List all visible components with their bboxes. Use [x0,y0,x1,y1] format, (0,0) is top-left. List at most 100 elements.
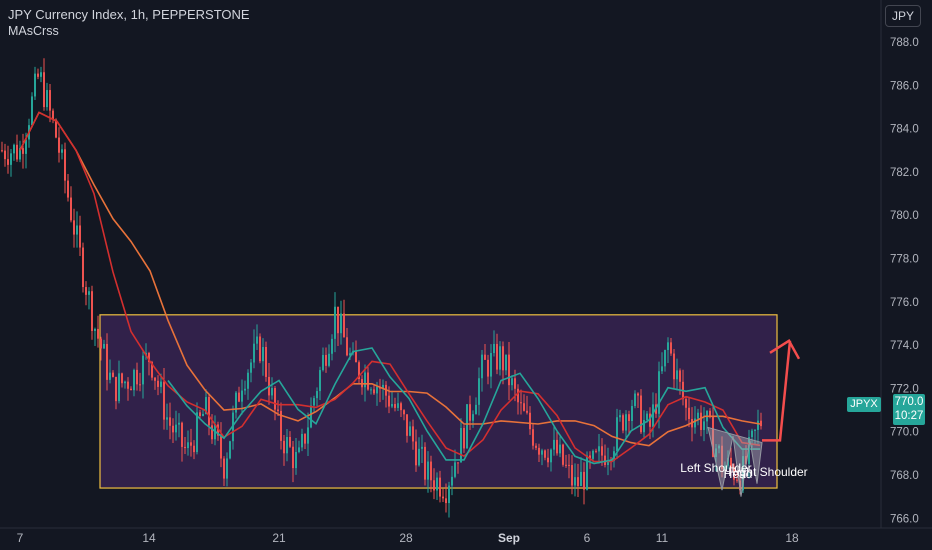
candle-body [616,417,618,451]
candle-body [298,447,300,452]
pattern-label: Right Shoulder [728,465,807,479]
candle-body [76,225,78,234]
candle-body [133,370,135,390]
candle-body [628,414,630,421]
candle-body [670,342,672,353]
candle-body [220,436,222,459]
candle-body [367,372,369,389]
candle-body [562,445,564,465]
candle-body [172,426,174,433]
candle-body [238,393,240,402]
candle-body [502,346,504,370]
candle-body [211,425,213,439]
candle-body [409,426,411,435]
candle-body [286,437,288,453]
candle-body [289,437,291,447]
y-tick-label: 786.0 [890,80,919,92]
candle-body [412,426,414,441]
candle-body [319,370,321,391]
candle-body [109,373,111,380]
chart-title: JPY Currency Index, 1h, PEPPERSTONE [8,7,250,22]
candle-body [538,448,540,455]
candle-body [499,346,501,369]
candle-body [400,403,402,410]
candle-body [373,389,375,393]
candle-body [547,458,549,463]
candle-body [118,373,120,401]
candle-body [163,382,165,420]
candle-body [661,366,663,371]
candle-body [184,447,186,448]
candle-body [454,462,456,476]
candle-body [22,148,24,154]
candle-body [577,477,579,486]
x-tick-label: 14 [142,531,156,545]
x-tick-label: 21 [272,531,286,545]
candle-body [31,96,33,125]
candle-body [436,478,438,491]
candle-body [58,138,60,153]
candle-body [64,149,66,180]
candle-body [331,339,333,354]
y-tick-label: 782.0 [890,167,919,179]
candle-body [16,145,18,160]
candle-body [79,225,81,247]
candle-body [115,377,117,401]
candle-body [430,462,432,481]
candle-body [535,446,537,448]
candle-body [370,389,372,390]
candle-body [154,378,156,381]
candle-body [301,434,303,447]
candle-body [751,431,753,437]
candle-body [343,314,345,338]
candle-body [397,403,399,408]
candle-body [403,410,405,414]
candle-body [451,477,453,486]
currency-button[interactable]: JPY [885,5,921,27]
candle-body [190,442,192,445]
indicator-label[interactable]: MAsCrss [8,24,59,38]
x-tick-label: 7 [17,531,24,545]
candle-body [253,344,255,363]
candle-body [85,287,87,295]
candle-body [490,353,492,377]
candle-body [277,410,279,411]
candle-body [160,382,162,387]
candle-body [13,145,15,154]
candle-body [553,440,555,450]
candle-body [103,344,105,349]
candle-body [250,362,252,372]
candle-body [70,198,72,221]
candle-body [175,425,177,433]
candle-body [529,413,531,429]
candle-body [514,378,516,389]
y-tick-label: 770.0 [890,427,919,439]
candle-body [676,370,678,379]
candle-body [625,414,627,430]
candle-body [445,498,447,503]
candle-body [664,350,666,366]
candle-body [469,404,471,420]
candle-body [43,72,45,107]
candle-body [244,389,246,391]
candle-body [703,421,705,430]
candle-body [619,415,621,417]
candle-body [241,391,243,402]
candle-body [643,420,645,432]
candle-body [754,430,756,431]
candle-body [598,446,600,451]
y-tick-label: 768.0 [890,470,919,482]
x-tick-label: 11 [656,531,669,545]
candle-body [532,429,534,446]
x-tick-label: Sep [498,531,520,545]
candle-body [259,337,261,362]
candle-body [46,90,48,107]
candle-body [757,421,759,430]
candle-body [526,411,528,413]
candle-body [478,378,480,405]
candle-body [88,291,90,295]
candle-body [139,384,141,385]
candle-body [427,462,429,480]
candle-body [346,337,348,355]
